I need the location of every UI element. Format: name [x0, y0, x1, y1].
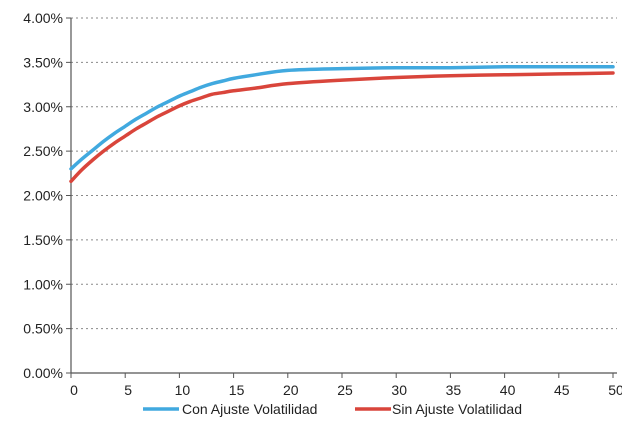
x-tick-label: 50	[608, 382, 622, 398]
x-tick-label: 30	[391, 382, 407, 398]
y-tick-label: 2.50%	[23, 143, 63, 159]
x-tick-label: 5	[124, 382, 132, 398]
x-tick-label: 35	[446, 382, 462, 398]
legend: Con Ajuste Volatilidad Sin Ajuste Volatil…	[143, 401, 522, 417]
y-tick-label: 0.00%	[23, 365, 63, 381]
axes	[66, 17, 617, 378]
x-tick-label: 40	[500, 382, 516, 398]
y-tick-label: 1.50%	[23, 232, 63, 248]
x-tick-label: 25	[337, 382, 353, 398]
y-tick-label: 0.50%	[23, 321, 63, 337]
x-tick-label: 45	[554, 382, 570, 398]
x-tick-labels: 0 5 10 15 20 25 30 35 40 45 50	[70, 382, 622, 398]
y-tick-label: 2.00%	[23, 188, 63, 204]
x-tick-label: 0	[70, 382, 78, 398]
legend-label-2: Sin Ajuste Volatilidad	[392, 401, 522, 417]
series-lines	[69, 64, 615, 184]
y-tick-label: 3.50%	[23, 54, 63, 70]
x-tick-label: 10	[175, 382, 191, 398]
x-tick-label: 15	[229, 382, 245, 398]
y-tick-label: 1.00%	[23, 276, 63, 292]
legend-label-1: Con Ajuste Volatilidad	[182, 401, 317, 417]
series-line-1	[69, 64, 615, 171]
y-tick-label: 4.00%	[23, 10, 63, 26]
grid-lines	[71, 17, 617, 330]
series-line-2	[69, 71, 615, 184]
x-tick-label: 20	[283, 382, 299, 398]
y-tick-label: 3.00%	[23, 99, 63, 115]
y-tick-labels: 0.00% 0.50% 1.00% 1.50% 2.00% 2.50% 3.00% 3.50%…	[23, 10, 63, 381]
